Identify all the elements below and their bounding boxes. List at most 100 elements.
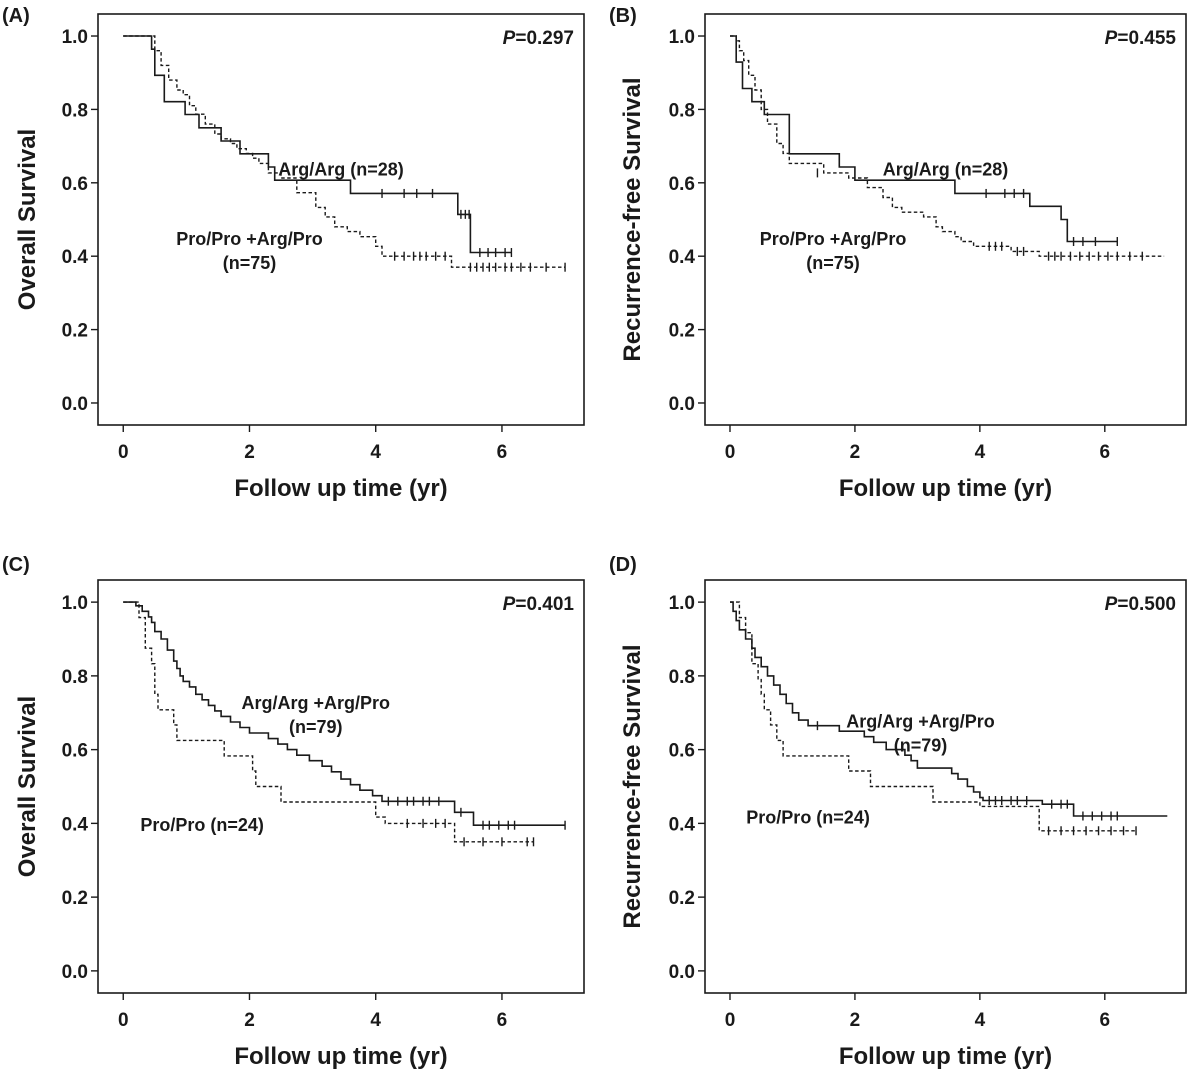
plot-frame [97,579,585,994]
series-label: (n=79) [289,717,343,737]
p-value-prefix: P [1105,594,1118,615]
y-tick-label: 0.0 [62,394,88,415]
series-dashed: Pro/Pro (n=24) [730,601,1137,836]
p-value-number: =0.401 [515,594,574,615]
y-tick-label: 0.0 [669,394,695,415]
plot-frame [97,13,585,426]
survival-curve [730,35,1165,257]
x-tick-label: 0 [725,1010,736,1031]
y-tick-label: 0.6 [62,741,88,762]
y-tick-label: 0.8 [669,667,695,688]
survival-curve [123,35,512,254]
p-value-prefix: P [503,28,516,49]
y-axis-title: Recurrence-free Survival [619,77,646,361]
p-value: P=0.455 [1105,28,1177,49]
series-solid: Arg/Arg +Arg/Pro (n=79) [123,601,566,830]
y-tick-label: 0.8 [669,100,695,121]
survival-curve [123,601,566,826]
x-tick-label: 6 [1100,1010,1111,1031]
y-tick-label: 0.2 [669,321,695,342]
panel-c: (C) 0.0 0.2 0.4 0.6 0.8 1.0 0 2 4 6 Follow up time … [2,554,585,1070]
x-tick-label: 2 [850,1010,861,1031]
x-tick-label: 2 [850,442,861,463]
y-axis-title: Overall Survival [14,129,41,310]
x-tick-label: 0 [118,1010,129,1031]
y-tick-label: 0.0 [62,962,88,983]
series-dashed: Pro/Pro +Arg/Pro (n=75) [123,35,566,273]
series-solid: Arg/Arg +Arg/Pro (n=79) [730,601,1168,821]
x-tick-label: 4 [370,442,381,463]
panel-label: (B) [609,5,637,27]
p-value-number: =0.297 [515,28,574,49]
x-tick-label: 4 [975,1010,986,1031]
series-label: (n=79) [894,736,948,756]
y-tick-label: 0.6 [62,174,88,195]
x-axis-title: Follow up time (yr) [839,1043,1052,1070]
x-tick-label: 6 [497,442,508,463]
series-label: Pro/Pro (n=24) [746,807,870,827]
plot-frame [704,13,1187,426]
p-value: P=0.297 [503,28,574,49]
plot-frame [704,579,1187,994]
series-label: Arg/Arg +Arg/Pro [846,712,995,732]
p-value: P=0.500 [1105,594,1176,615]
p-value-number: =0.455 [1117,28,1176,49]
survival-curve [730,601,1136,832]
p-value: P=0.401 [503,594,575,615]
survival-curve [123,601,534,843]
p-value-prefix: P [503,594,516,615]
x-axis-title: Follow up time (yr) [234,1043,447,1070]
x-tick-label: 6 [1100,442,1111,463]
y-tick-label: 0.4 [62,247,89,268]
x-tick-label: 2 [244,442,255,463]
y-tick-label: 1.0 [669,593,695,614]
series-label: Arg/Arg +Arg/Pro [241,693,390,713]
y-tick-label: 0.2 [62,321,88,342]
series-label: (n=75) [806,253,860,273]
y-tick-label: 0.4 [669,814,696,835]
x-axis-title: Follow up time (yr) [234,475,447,502]
series-label: Pro/Pro (n=24) [140,815,264,835]
y-tick-label: 0.8 [62,100,88,121]
series-label: (n=75) [223,253,277,273]
y-tick-label: 1.0 [62,593,88,614]
y-tick-label: 0.6 [669,174,695,195]
panel-a: (A) 0.0 0.2 0.4 0.6 0.8 1.0 0 2 4 6 Follow up time … [2,5,585,502]
y-tick-label: 0.6 [669,741,695,762]
panel-d: (D) 0.0 0.2 0.4 0.6 0.8 1.0 0 2 4 6 Follow up time … [609,554,1187,1070]
series-label: Arg/Arg (n=28) [278,159,404,179]
series-solid: Arg/Arg (n=28) [730,35,1118,247]
p-value-prefix: P [1105,28,1118,49]
y-tick-label: 0.4 [62,814,89,835]
survival-curve [730,35,1118,243]
panel-label: (A) [2,5,30,27]
panel-b: (B) 0.0 0.2 0.4 0.6 0.8 1.0 0 2 4 6 Follow up time … [609,5,1187,502]
y-tick-label: 0.8 [62,667,88,688]
y-axis-title: Overall Survival [14,696,41,877]
y-axis-title: Recurrence-free Survival [619,644,646,928]
p-value-number: =0.500 [1117,594,1176,615]
series-label: Arg/Arg (n=28) [883,159,1009,179]
y-tick-label: 0.4 [669,247,696,268]
panel-label: (C) [2,554,30,576]
survival-curve [730,601,1168,817]
y-tick-label: 1.0 [669,27,695,48]
series-dashed: Pro/Pro (n=24) [123,601,535,847]
y-tick-label: 0.2 [669,888,695,909]
x-tick-label: 4 [370,1010,381,1031]
x-tick-label: 6 [497,1010,508,1031]
series-dashed: Pro/Pro +Arg/Pro (n=75) [730,35,1165,273]
x-tick-label: 2 [244,1010,255,1031]
y-tick-label: 0.0 [669,962,695,983]
series-label: Pro/Pro +Arg/Pro [176,229,323,249]
y-tick-label: 0.2 [62,888,88,909]
x-tick-label: 0 [725,442,736,463]
y-tick-label: 1.0 [62,27,88,48]
x-axis-title: Follow up time (yr) [839,475,1052,502]
series-label: Pro/Pro +Arg/Pro [760,229,907,249]
x-tick-label: 4 [975,442,986,463]
panel-label: (D) [609,554,637,576]
x-tick-label: 0 [118,442,129,463]
survival-curve [123,35,566,268]
